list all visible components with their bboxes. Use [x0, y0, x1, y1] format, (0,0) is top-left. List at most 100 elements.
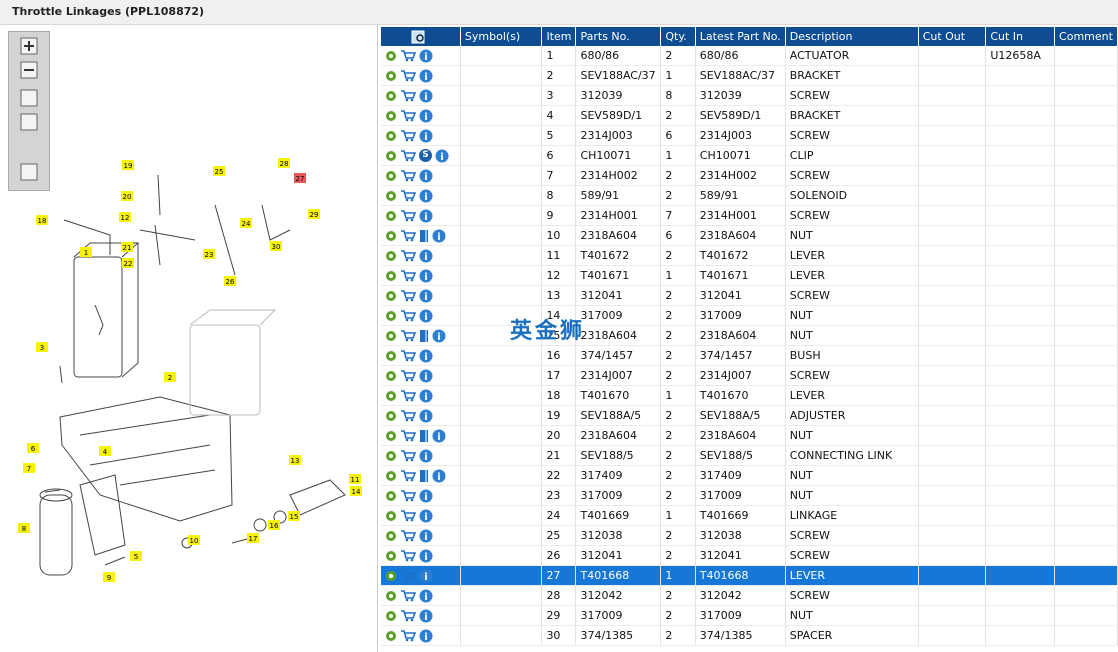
cart-icon[interactable] — [400, 289, 416, 302]
info-icon[interactable]: i — [419, 549, 436, 563]
cart-icon[interactable] — [400, 569, 416, 582]
cart-icon[interactable] — [400, 589, 416, 602]
document-icon[interactable] — [419, 469, 429, 483]
part-row[interactable]: i 25 312038 2 312038 SCREW — [381, 525, 1118, 546]
detail-icon[interactable] — [385, 230, 397, 242]
part-row[interactable]: i 28 312042 2 312042 SCREW — [381, 585, 1118, 606]
part-row[interactable]: i 19 SEV188A/5 2 SEV188A/5 ADJUSTER — [381, 405, 1118, 426]
cart-icon[interactable] — [400, 249, 416, 262]
detail-icon[interactable] — [385, 510, 397, 522]
find-header[interactable] — [381, 27, 461, 46]
part-row[interactable]: i 18 T401670 1 T401670 LEVER — [381, 385, 1118, 406]
info-icon[interactable]: i — [419, 249, 436, 263]
detail-icon[interactable] — [385, 430, 397, 442]
detail-icon[interactable] — [385, 370, 397, 382]
info-icon[interactable]: i — [419, 109, 436, 123]
part-row[interactable]: i 2 SEV188AC/37 1 SEV188AC/37 BRACKET — [381, 65, 1118, 86]
part-row[interactable]: i 5 2314J003 6 2314J003 SCREW — [381, 125, 1118, 146]
info-icon[interactable]: i — [419, 569, 436, 583]
cart-icon[interactable] — [400, 49, 416, 62]
detail-icon[interactable] — [385, 290, 397, 302]
detail-icon[interactable] — [385, 470, 397, 482]
detail-icon[interactable] — [385, 330, 397, 342]
detail-icon[interactable] — [385, 570, 397, 582]
cart-icon[interactable] — [400, 389, 416, 402]
fit[interactable] — [20, 89, 38, 107]
cart-icon[interactable] — [400, 329, 416, 342]
detail-icon[interactable] — [385, 550, 397, 562]
info-icon[interactable]: i — [419, 189, 436, 203]
detail-icon[interactable] — [385, 310, 397, 322]
cart-icon[interactable] — [400, 189, 416, 202]
info-icon[interactable]: i — [419, 589, 436, 603]
detail-icon[interactable] — [385, 250, 397, 262]
info-icon[interactable]: i — [432, 229, 449, 243]
info-icon[interactable]: i — [432, 469, 449, 483]
cart-icon[interactable] — [400, 529, 416, 542]
detail-icon[interactable] — [385, 90, 397, 102]
cart-icon[interactable] — [400, 229, 416, 242]
part-row[interactable]: i 11 T401672 2 T401672 LEVER — [381, 245, 1118, 266]
info-icon[interactable]: i — [419, 449, 436, 463]
part-row[interactable]: i 3 312039 8 312039 SCREW — [381, 85, 1118, 106]
detail-icon[interactable] — [385, 450, 397, 462]
detail-icon[interactable] — [385, 410, 397, 422]
cart-icon[interactable] — [400, 349, 416, 362]
detail-icon[interactable] — [385, 170, 397, 182]
detail-icon[interactable] — [385, 70, 397, 82]
symbol-badge[interactable]: S — [419, 149, 432, 162]
detail-icon[interactable] — [385, 150, 397, 162]
detail-icon[interactable] — [385, 270, 397, 282]
info-icon[interactable]: i — [419, 349, 436, 363]
cart-icon[interactable] — [400, 489, 416, 502]
cart-icon[interactable] — [400, 549, 416, 562]
part-row[interactable]: i 23 317009 2 317009 NUT — [381, 485, 1118, 506]
part-row[interactable]: i 4 SEV589D/1 2 SEV589D/1 BRACKET — [381, 105, 1118, 126]
info-icon[interactable]: i — [419, 609, 436, 623]
part-row[interactable]: i 16 374/1457 2 374/1457 BUSH — [381, 345, 1118, 366]
info-icon[interactable]: i — [419, 389, 436, 403]
info-icon[interactable]: i — [432, 329, 449, 343]
detail-icon[interactable] — [385, 590, 397, 602]
info-icon[interactable]: i — [419, 309, 436, 323]
cart-icon[interactable] — [400, 269, 416, 282]
cart-icon[interactable] — [400, 369, 416, 382]
part-row[interactable]: i 26 312041 2 312041 SCREW — [381, 545, 1118, 566]
part-row[interactable]: i 22 317409 2 317409 NUT — [381, 465, 1118, 486]
cart-icon[interactable] — [400, 129, 416, 142]
document-icon[interactable] — [419, 329, 429, 343]
cart-icon[interactable] — [400, 409, 416, 422]
part-row[interactable]: i 7 2314H002 2 2314H002 SCREW — [381, 165, 1118, 186]
info-icon[interactable]: i — [419, 409, 436, 423]
part-row[interactable]: i 14 317009 2 317009 NUT — [381, 305, 1118, 326]
cart-icon[interactable] — [400, 169, 416, 182]
detail-icon[interactable] — [385, 110, 397, 122]
cart-icon[interactable] — [400, 509, 416, 522]
part-row[interactable]: i 10 2318A604 6 2318A604 NUT — [381, 225, 1118, 246]
info-icon[interactable]: i — [432, 429, 449, 443]
part-row[interactable]: i 9 2314H001 7 2314H001 SCREW — [381, 205, 1118, 226]
detail-icon[interactable] — [385, 490, 397, 502]
cart-icon[interactable] — [400, 149, 416, 162]
info-icon[interactable]: i — [419, 129, 436, 143]
part-row[interactable]: i 30 374/1385 2 374/1385 SPACER — [381, 625, 1118, 646]
detail-icon[interactable] — [385, 630, 397, 642]
info-icon[interactable]: i — [419, 49, 436, 63]
part-row[interactable]: i 20 2318A604 2 2318A604 NUT — [381, 425, 1118, 446]
cart-icon[interactable] — [400, 629, 416, 642]
document-icon[interactable] — [419, 429, 429, 443]
part-row[interactable]: i 24 T401669 1 T401669 LINKAGE — [381, 505, 1118, 526]
detail-icon[interactable] — [385, 50, 397, 62]
cart-icon[interactable] — [400, 89, 416, 102]
cart-icon[interactable] — [400, 609, 416, 622]
cart-icon[interactable] — [400, 469, 416, 482]
detail-icon[interactable] — [385, 610, 397, 622]
cart-icon[interactable] — [400, 449, 416, 462]
cart-icon[interactable] — [400, 429, 416, 442]
part-row[interactable]: i 1 680/86 2 680/86 ACTUATOR U12658A — [381, 46, 1118, 66]
detail-icon[interactable] — [385, 190, 397, 202]
info-icon[interactable]: i — [419, 269, 436, 283]
part-row[interactable]: i 27 T401668 1 T401668 LEVER — [381, 565, 1118, 586]
export[interactable] — [20, 163, 38, 181]
